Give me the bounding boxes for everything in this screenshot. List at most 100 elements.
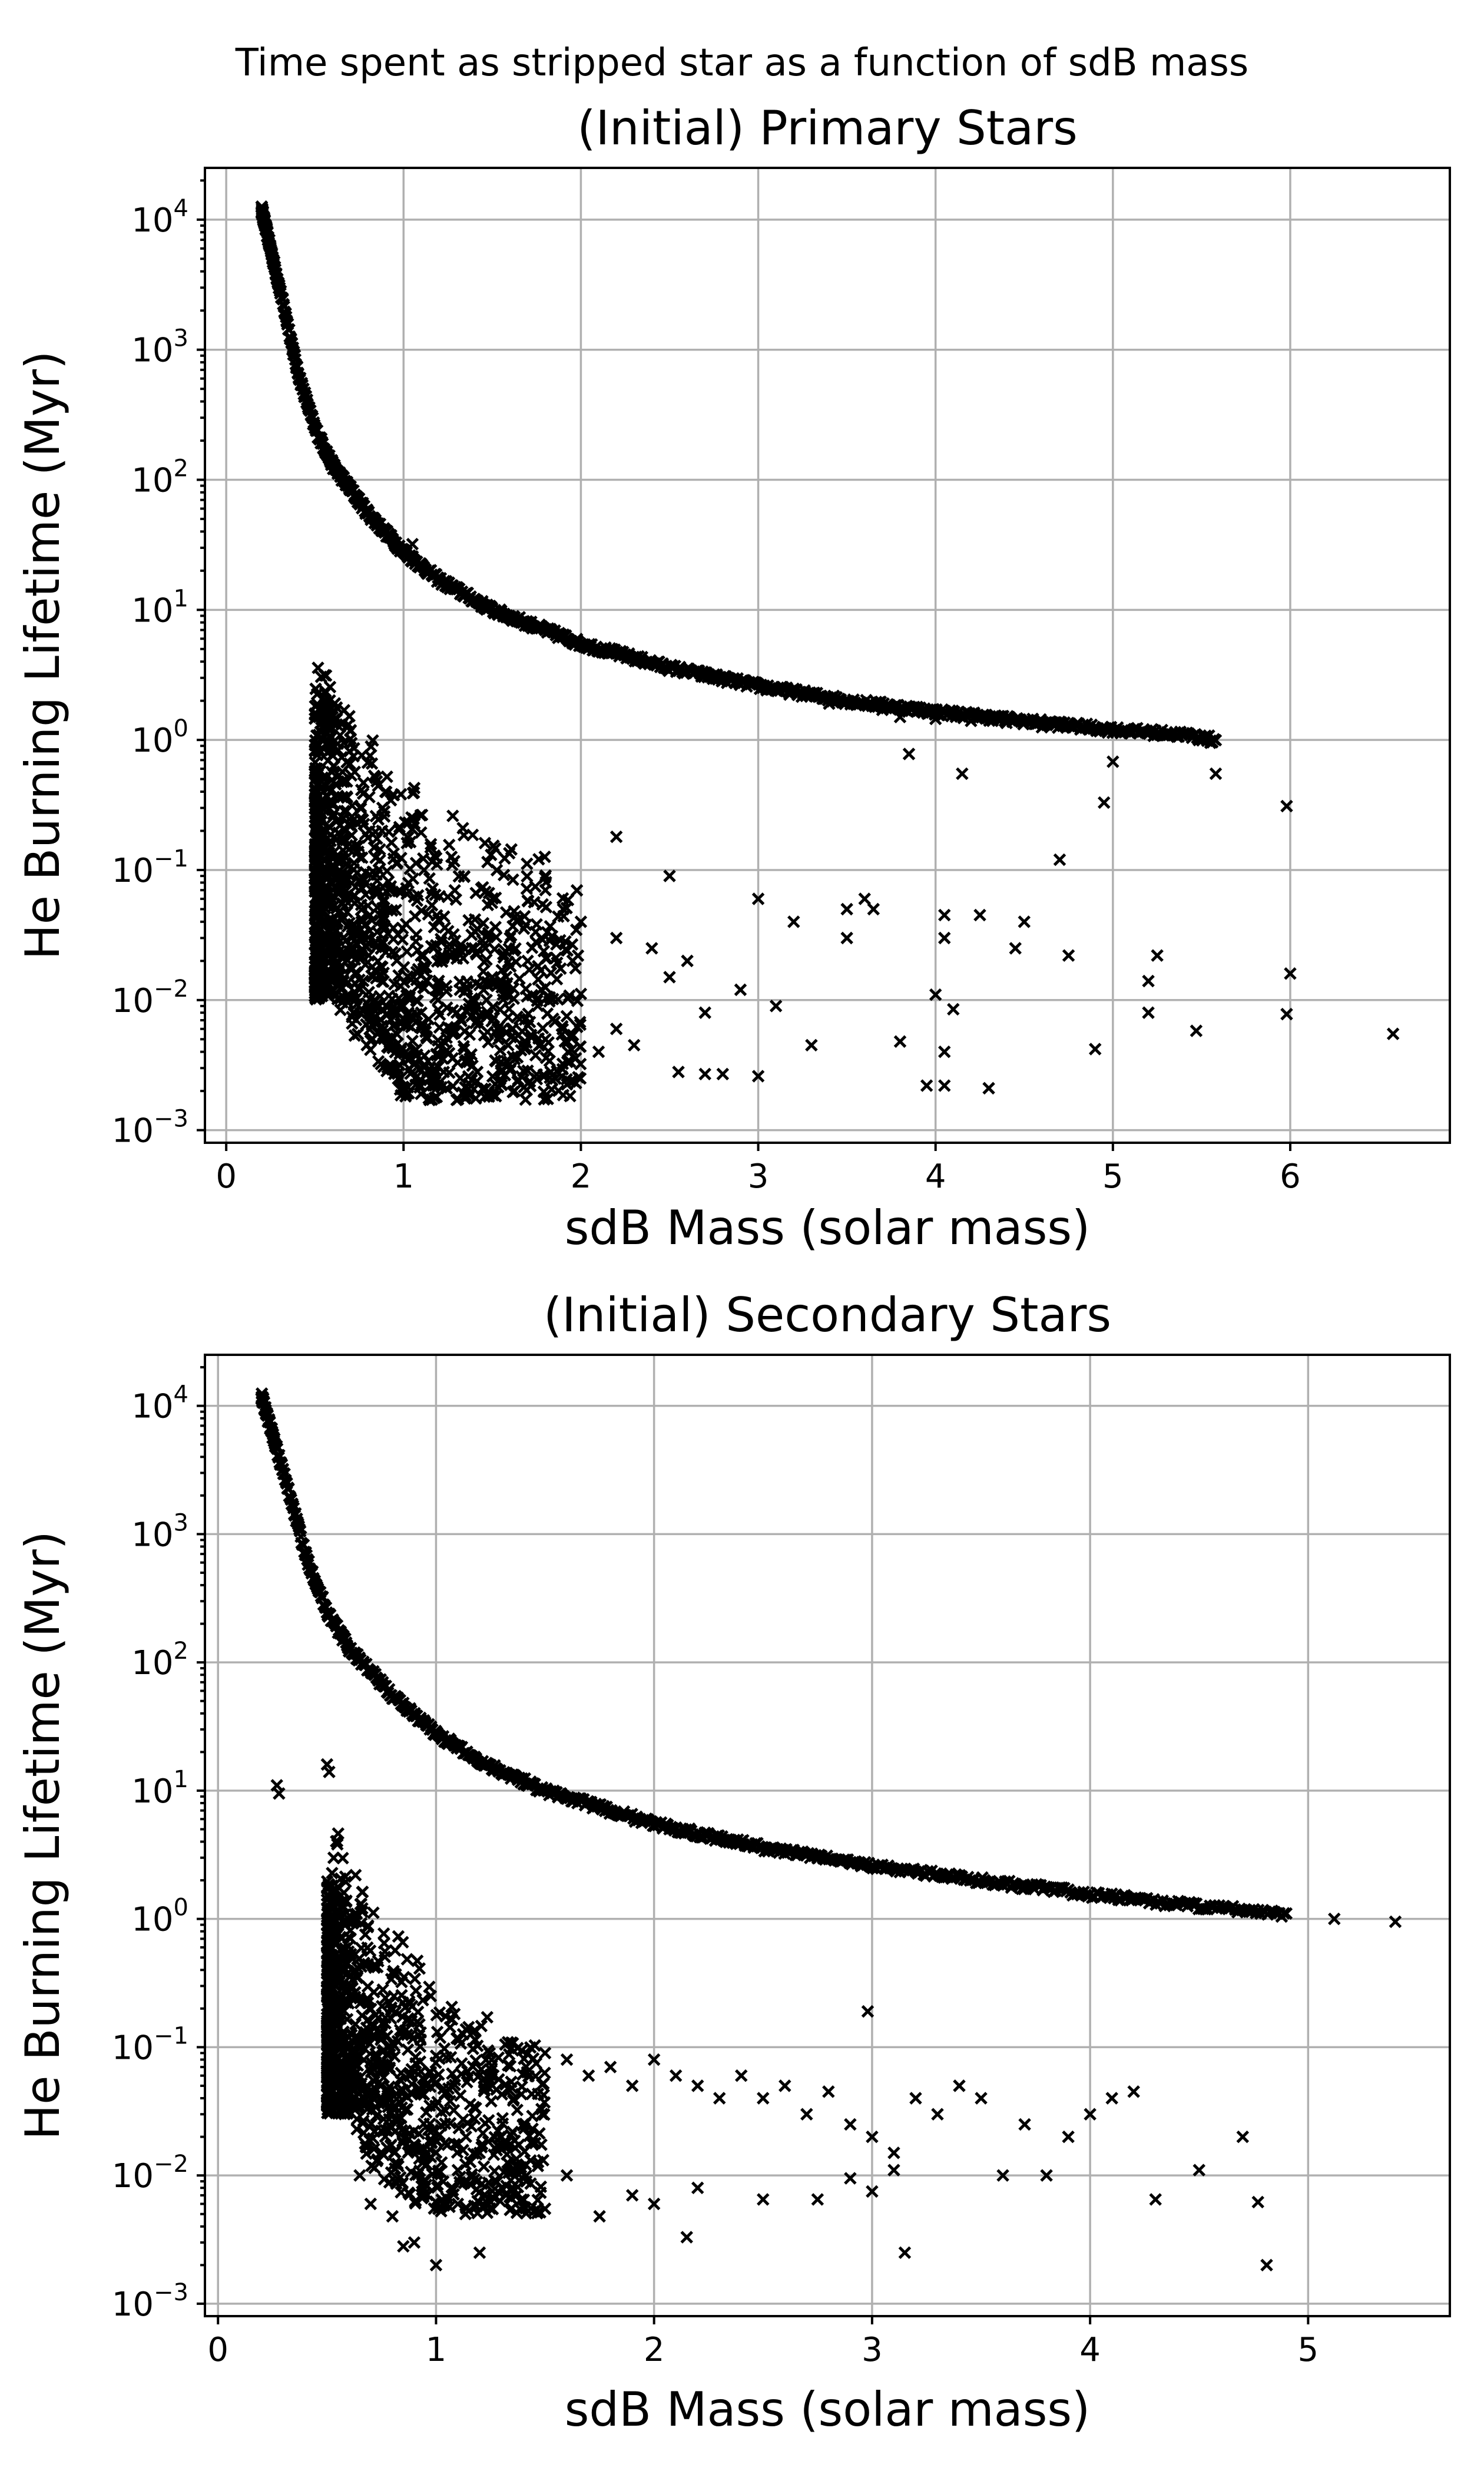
data-point bbox=[309, 918, 322, 932]
data-point bbox=[938, 1079, 951, 1092]
data-point bbox=[840, 902, 853, 916]
x-tick-label: 1 bbox=[393, 1157, 414, 1196]
y-tick-label: 10−1 bbox=[112, 845, 188, 890]
data-point bbox=[1192, 2164, 1206, 2177]
data-point bbox=[408, 1972, 422, 1986]
data-point bbox=[947, 1003, 960, 1016]
data-point bbox=[544, 1066, 558, 1079]
data-point bbox=[569, 962, 582, 975]
data-point bbox=[397, 2240, 410, 2253]
data-point bbox=[320, 825, 333, 838]
data-point bbox=[953, 2079, 966, 2092]
data-point bbox=[419, 1025, 432, 1038]
data-point bbox=[312, 661, 324, 674]
data-point bbox=[400, 1049, 413, 1062]
data-point bbox=[386, 2210, 399, 2223]
data-point bbox=[556, 902, 570, 916]
data-point bbox=[350, 1013, 363, 1027]
data-point bbox=[625, 2189, 639, 2202]
data-point bbox=[1251, 2195, 1264, 2209]
data-point bbox=[920, 1079, 933, 1092]
data-point bbox=[751, 892, 765, 905]
data-point bbox=[502, 1002, 516, 1016]
data-point bbox=[938, 908, 951, 922]
data-point bbox=[369, 851, 382, 864]
y-tick-label: 101 bbox=[131, 1766, 188, 1811]
data-point bbox=[443, 2021, 457, 2034]
data-point bbox=[356, 1886, 369, 1899]
data-point bbox=[481, 2010, 494, 2024]
data-point bbox=[593, 2210, 606, 2223]
data-point bbox=[365, 740, 377, 753]
data-point bbox=[439, 979, 453, 993]
data-point bbox=[376, 1020, 389, 1033]
x-tick-label: 4 bbox=[925, 1157, 946, 1196]
data-point bbox=[390, 857, 403, 871]
data-point bbox=[495, 1056, 508, 1069]
data-point bbox=[322, 735, 335, 748]
data-point bbox=[410, 965, 423, 978]
data-point bbox=[321, 782, 334, 796]
data-point bbox=[493, 976, 507, 990]
data-point bbox=[560, 1010, 574, 1023]
data-point bbox=[610, 830, 623, 844]
data-point bbox=[515, 2080, 528, 2093]
data-point bbox=[663, 971, 676, 984]
data-point bbox=[422, 1092, 435, 1105]
data-point bbox=[353, 812, 367, 826]
x-tick-label: 0 bbox=[216, 1157, 237, 1196]
data-point bbox=[511, 1075, 524, 1089]
data-point bbox=[672, 1066, 685, 1079]
data-point bbox=[370, 997, 384, 1011]
y-tick-label: 103 bbox=[131, 1509, 188, 1554]
primary-scatter bbox=[255, 200, 1400, 1107]
data-point bbox=[316, 889, 329, 902]
data-point bbox=[386, 945, 399, 959]
secondary-stars-panel: (Initial) Secondary Stars 0 1 2 3 4 5 10−3 10−2… bbox=[15, 1288, 1451, 2437]
data-point bbox=[876, 703, 889, 717]
data-point bbox=[367, 769, 381, 782]
data-point bbox=[409, 1984, 423, 1997]
data-point bbox=[552, 1084, 565, 1097]
y-tick-label: 103 bbox=[131, 325, 188, 370]
data-point bbox=[400, 1953, 414, 1966]
data-point bbox=[452, 869, 466, 883]
data-point bbox=[354, 800, 367, 813]
data-point bbox=[415, 826, 428, 839]
data-point bbox=[319, 853, 332, 866]
data-point bbox=[769, 1000, 783, 1013]
data-point bbox=[368, 964, 382, 977]
data-point bbox=[481, 855, 494, 869]
data-point bbox=[333, 729, 347, 742]
data-point bbox=[319, 693, 332, 707]
data-point bbox=[344, 769, 358, 782]
data-point bbox=[317, 795, 330, 809]
data-point bbox=[543, 934, 556, 947]
data-point bbox=[1088, 1043, 1102, 1056]
data-point bbox=[332, 864, 345, 878]
data-point bbox=[428, 921, 441, 934]
data-point bbox=[681, 954, 694, 968]
data-point bbox=[437, 1066, 450, 1079]
data-point bbox=[345, 815, 358, 828]
data-point bbox=[938, 1045, 951, 1059]
data-point bbox=[734, 983, 747, 997]
data-point bbox=[457, 1040, 470, 1053]
data-point bbox=[423, 1079, 437, 1092]
data-point bbox=[525, 1030, 538, 1044]
data-point bbox=[344, 924, 357, 938]
data-point bbox=[322, 987, 334, 1001]
data-point bbox=[574, 1040, 587, 1053]
data-point bbox=[372, 1055, 385, 1068]
data-point bbox=[347, 856, 361, 869]
data-point bbox=[465, 1010, 478, 1023]
data-point bbox=[313, 813, 327, 826]
data-point bbox=[399, 918, 413, 931]
data-point bbox=[402, 831, 415, 844]
data-point bbox=[538, 850, 551, 864]
data-point bbox=[327, 808, 340, 821]
x-tick-label: 5 bbox=[1102, 1157, 1124, 1196]
data-point bbox=[412, 889, 425, 902]
data-point bbox=[1142, 974, 1155, 988]
data-point bbox=[362, 985, 376, 999]
